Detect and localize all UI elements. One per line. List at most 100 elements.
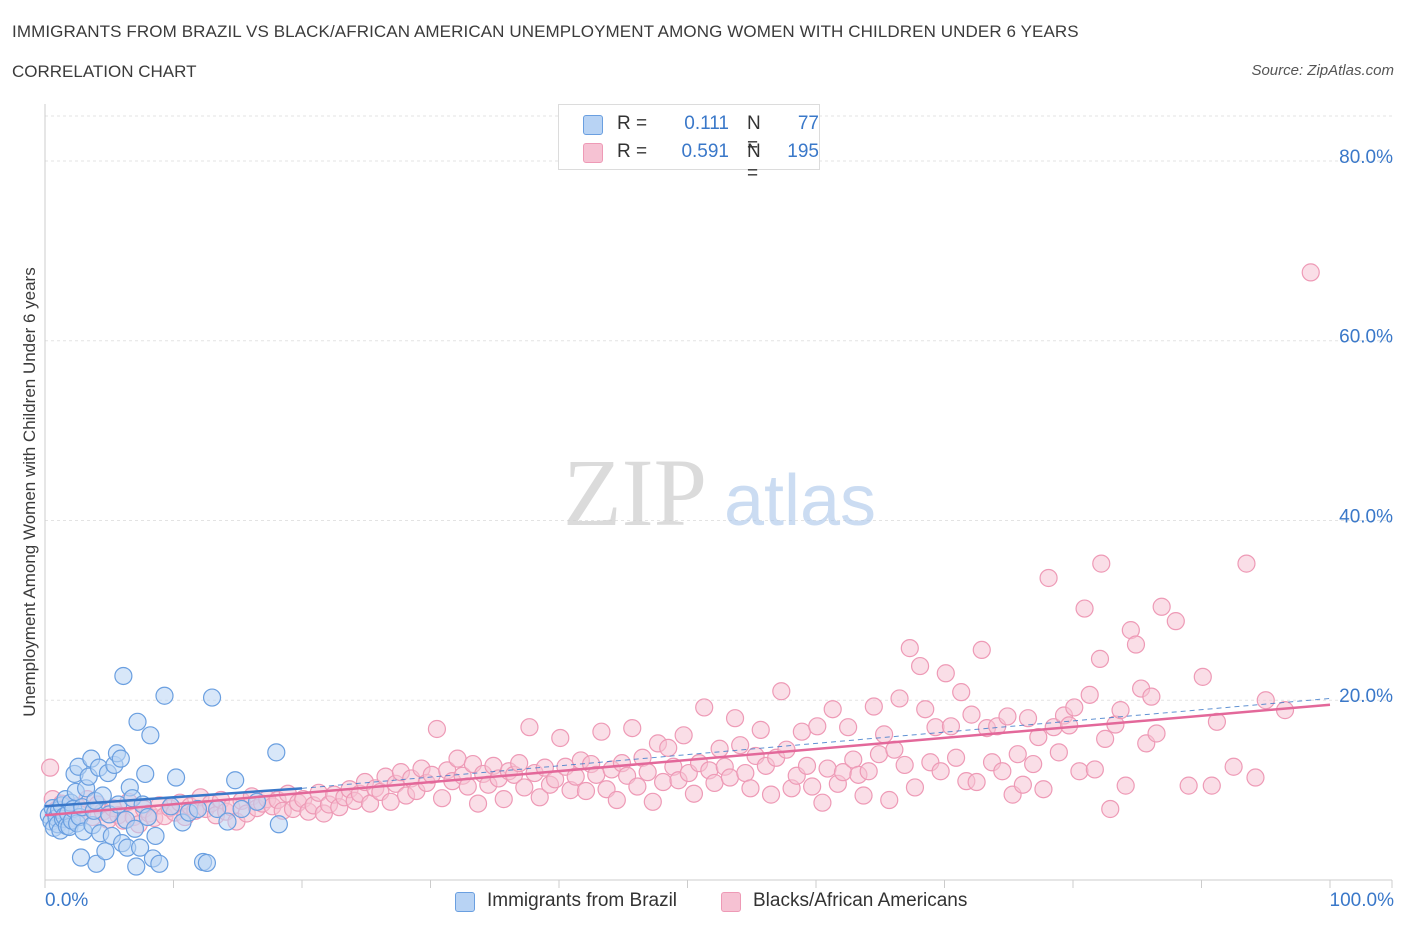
data-point: [643, 792, 662, 811]
data-point: [127, 857, 146, 876]
legend-swatch-pink: [583, 143, 603, 163]
data-point: [96, 842, 115, 861]
data-point: [566, 767, 585, 786]
data-point: [998, 707, 1017, 726]
chart-title: IMMIGRANTS FROM BRAZIL VS BLACK/AFRICAN …: [12, 22, 1079, 41]
data-point: [607, 790, 626, 810]
data-point: [875, 725, 894, 744]
data-point: [138, 807, 157, 827]
data-point: [576, 781, 596, 801]
data-point: [1116, 776, 1135, 795]
data-point: [1096, 729, 1115, 748]
y-tick-label: 60.0%: [1339, 327, 1393, 348]
data-point: [1246, 768, 1265, 787]
data-point: [653, 772, 673, 792]
y-tick-labels: 20.0% 40.0% 60.0% 80.0%: [1339, 147, 1393, 707]
data-point: [628, 777, 647, 796]
data-point: [797, 756, 817, 775]
data-point: [155, 686, 174, 705]
data-point: [188, 799, 208, 819]
data-point: [111, 749, 130, 768]
data-point: [166, 768, 186, 787]
data-point: [710, 739, 729, 758]
trend-line-extension: [301, 697, 1331, 789]
data-point: [854, 786, 873, 805]
data-point: [432, 789, 452, 808]
data-point: [1034, 780, 1053, 799]
data-point: [864, 697, 883, 716]
legend-label: Blacks/African Americans: [753, 890, 968, 911]
data-point: [1049, 743, 1068, 762]
data-point: [269, 815, 288, 834]
data-point: [818, 759, 837, 778]
gridlines: [45, 115, 1392, 701]
data-point: [510, 754, 529, 773]
data-point: [941, 717, 961, 736]
r-label: R =: [617, 113, 648, 134]
trend-lines: [44, 697, 1331, 817]
data-point: [226, 771, 245, 790]
legend-swatch-blue: [583, 115, 603, 135]
data-point: [803, 777, 822, 796]
data-point: [1075, 599, 1094, 618]
data-point: [125, 819, 145, 838]
data-point: [267, 743, 286, 762]
data-point: [623, 718, 642, 738]
data-point: [1060, 716, 1079, 735]
data-point: [1008, 745, 1027, 764]
data-point: [1301, 263, 1320, 282]
data-point: [427, 719, 447, 739]
data-point: [161, 797, 181, 816]
legend-swatch-pink: [721, 892, 741, 912]
data-point: [1024, 754, 1043, 774]
data-point: [659, 738, 678, 757]
data-point: [1065, 698, 1084, 717]
data-point: [1111, 701, 1130, 720]
data-point: [736, 763, 755, 783]
data-point: [905, 778, 925, 797]
r-value: 0.591: [681, 141, 729, 162]
source-credit: Source: ZipAtlas.com: [1251, 62, 1394, 79]
data-point: [895, 755, 914, 775]
data-point: [844, 750, 863, 769]
data-point: [962, 705, 981, 724]
data-point: [130, 838, 150, 857]
data-point: [638, 763, 657, 782]
data-point: [720, 768, 740, 787]
data-point: [551, 728, 570, 748]
data-point: [869, 745, 889, 764]
series-legend: Immigrants from Brazil Blacks/African Am…: [0, 890, 1406, 916]
trend-line: [44, 703, 1331, 817]
data-point: [515, 778, 534, 797]
data-point: [952, 683, 971, 702]
data-point: [218, 812, 237, 831]
data-point: [725, 709, 745, 728]
data-point: [150, 854, 169, 873]
data-point: [1237, 554, 1256, 573]
data-point: [972, 640, 991, 660]
data-point: [520, 718, 539, 737]
stats-legend: R = 0.111 N = 77 R = 0.591 N = 195: [558, 104, 820, 184]
data-point: [202, 688, 222, 707]
data-point: [1224, 757, 1243, 776]
data-point: [1193, 667, 1212, 686]
data-point: [1085, 760, 1104, 779]
data-point: [890, 689, 909, 708]
axes: [44, 104, 1393, 888]
x-tick-label-max: 100.0%: [1329, 890, 1394, 911]
data-point: [931, 762, 950, 781]
data-point: [674, 726, 693, 745]
watermark: ZIP atlas: [563, 439, 876, 546]
n-value: 77: [797, 113, 819, 134]
data-point: [695, 698, 714, 717]
data-point: [910, 656, 930, 676]
data-point: [705, 773, 724, 793]
x-tick-label-min: 0.0%: [45, 890, 89, 911]
data-point: [1126, 635, 1146, 654]
data-point: [684, 784, 704, 803]
data-point: [1147, 724, 1166, 743]
chart-subtitle: CORRELATION CHART: [12, 62, 197, 81]
watermark-atlas: atlas: [724, 461, 876, 541]
data-point: [87, 854, 106, 873]
